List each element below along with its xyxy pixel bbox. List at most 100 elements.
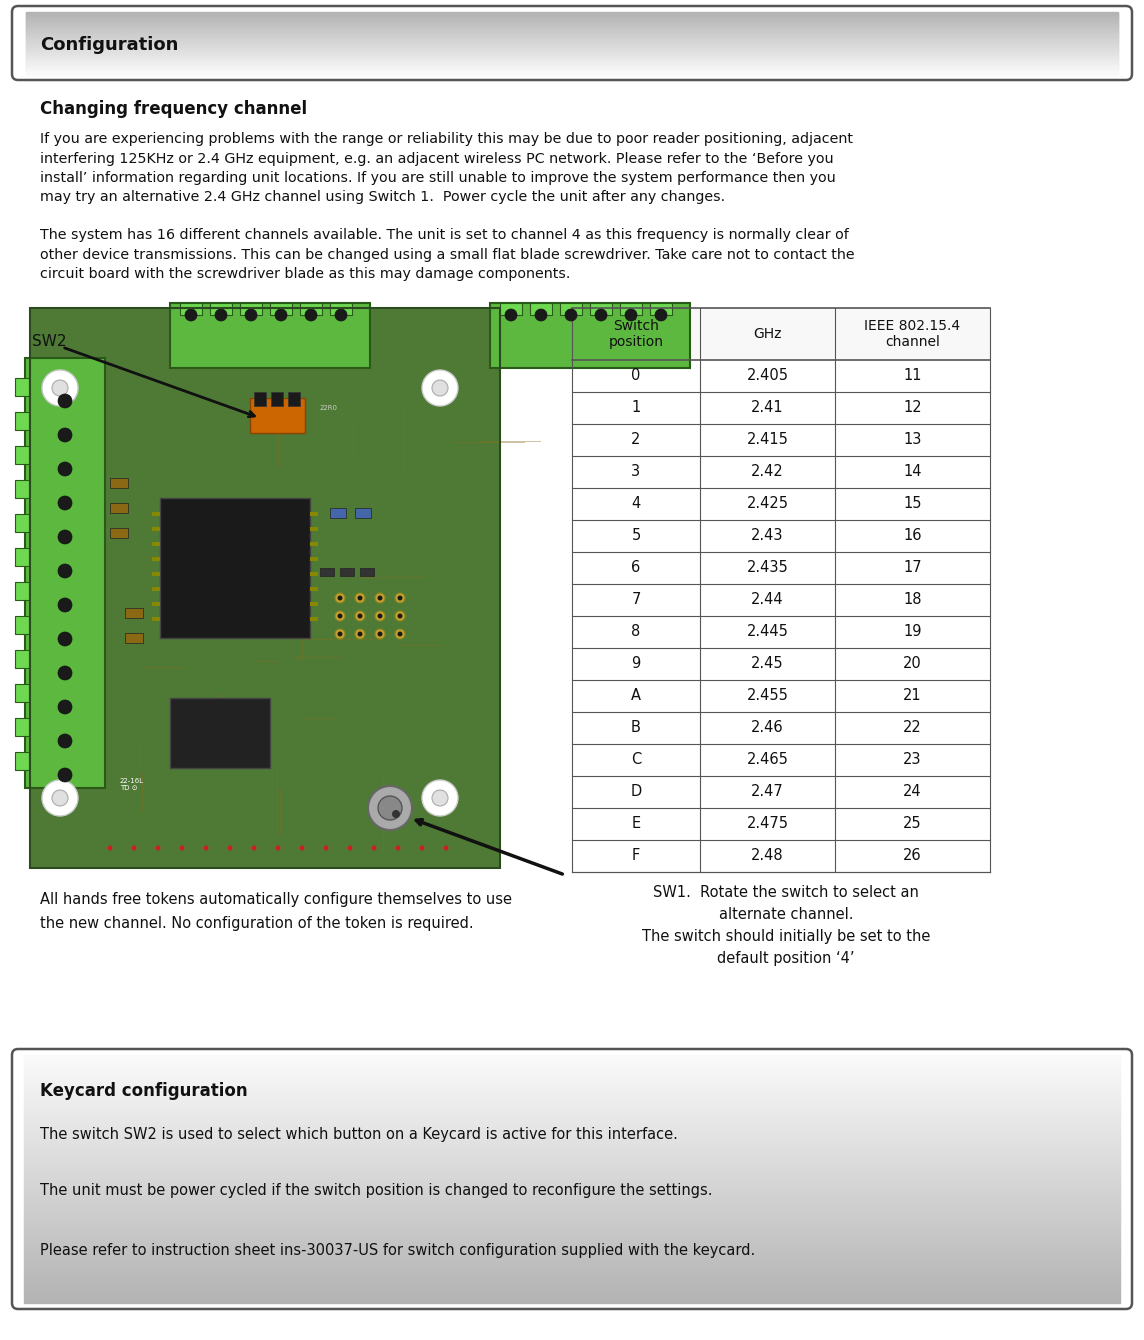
Bar (24, 1219, 1120, 1221)
Bar (24, 1193, 1120, 1194)
Bar (26, 12, 1118, 15)
Bar (26, 35, 1118, 38)
Text: 2.445: 2.445 (747, 624, 788, 639)
Text: D: D (630, 784, 642, 800)
Bar (24, 1139, 1120, 1140)
Bar (24, 1069, 1120, 1071)
Bar (24, 1197, 1120, 1198)
Bar (24, 1147, 1120, 1148)
Circle shape (422, 370, 458, 406)
Bar (26, 35, 1118, 36)
Text: 2.415: 2.415 (747, 433, 788, 448)
Bar (572, 679, 990, 712)
Circle shape (355, 611, 365, 620)
Bar (24, 1159, 1120, 1160)
Bar (24, 1072, 1120, 1073)
Bar (24, 1065, 1120, 1067)
Bar (170, 303, 370, 369)
Circle shape (185, 310, 197, 322)
Bar (24, 1249, 1120, 1252)
Bar (15, 480, 29, 498)
Bar (26, 66, 1118, 68)
Bar (24, 1151, 1120, 1152)
Bar (24, 1211, 1120, 1213)
Bar (24, 1257, 1120, 1260)
Bar (24, 1298, 1120, 1300)
Bar (572, 552, 990, 584)
Text: C: C (630, 753, 641, 768)
Bar (15, 752, 29, 770)
Bar (24, 1107, 1120, 1110)
Bar (24, 1096, 1120, 1097)
Bar (26, 43, 1118, 44)
Circle shape (392, 809, 400, 817)
Text: 11: 11 (904, 369, 922, 383)
Bar (24, 1258, 1120, 1260)
Bar (24, 1134, 1120, 1135)
Circle shape (432, 381, 448, 397)
Bar (26, 20, 1118, 21)
Bar (24, 1284, 1120, 1285)
Bar (24, 1273, 1120, 1274)
Bar (24, 1152, 1120, 1154)
Bar (26, 40, 1118, 43)
Bar (24, 1222, 1120, 1223)
Bar (24, 1167, 1120, 1168)
Bar (24, 1126, 1120, 1127)
Bar (24, 1118, 1120, 1119)
Bar (24, 1249, 1120, 1250)
Circle shape (368, 787, 412, 829)
Bar (15, 683, 29, 702)
Bar (24, 1218, 1120, 1219)
Bar (24, 1225, 1120, 1226)
Bar (572, 776, 990, 808)
Bar (24, 1241, 1120, 1242)
Bar (26, 12, 1118, 13)
Bar (26, 34, 1118, 35)
Bar (24, 1240, 1120, 1241)
Bar (329, 303, 352, 315)
Bar (26, 15, 1118, 16)
Circle shape (275, 310, 287, 322)
Circle shape (378, 614, 382, 619)
Circle shape (335, 594, 345, 603)
Text: 12: 12 (903, 401, 922, 415)
Circle shape (625, 310, 637, 322)
Circle shape (335, 628, 345, 639)
Bar (24, 1154, 1120, 1155)
Bar (24, 1064, 1120, 1065)
Bar (329, 508, 345, 519)
Bar (24, 1179, 1120, 1181)
Bar (650, 303, 672, 315)
Text: 4: 4 (631, 497, 641, 512)
Bar (24, 1110, 1120, 1111)
Bar (24, 1080, 1120, 1081)
Bar (24, 1162, 1120, 1163)
Bar (30, 308, 500, 868)
Text: 2.45: 2.45 (752, 657, 784, 671)
Circle shape (108, 846, 112, 851)
Bar (110, 528, 128, 537)
Bar (24, 1115, 1120, 1118)
Bar (24, 1178, 1120, 1181)
Bar (24, 1067, 1120, 1068)
Bar (24, 1214, 1120, 1215)
Text: 2.475: 2.475 (747, 816, 788, 832)
Text: B: B (631, 721, 641, 736)
Bar (24, 1198, 1120, 1199)
Bar (26, 29, 1118, 31)
Bar (254, 393, 267, 406)
Bar (26, 62, 1118, 63)
Circle shape (355, 628, 365, 639)
Bar (24, 1135, 1120, 1138)
Circle shape (58, 531, 72, 544)
Bar (26, 31, 1118, 34)
Bar (26, 51, 1118, 52)
Bar (24, 1244, 1120, 1245)
Circle shape (375, 628, 386, 639)
Bar (24, 1245, 1120, 1248)
Bar (24, 1084, 1120, 1085)
Bar (24, 1103, 1120, 1104)
Bar (26, 58, 1118, 59)
Circle shape (276, 846, 280, 851)
